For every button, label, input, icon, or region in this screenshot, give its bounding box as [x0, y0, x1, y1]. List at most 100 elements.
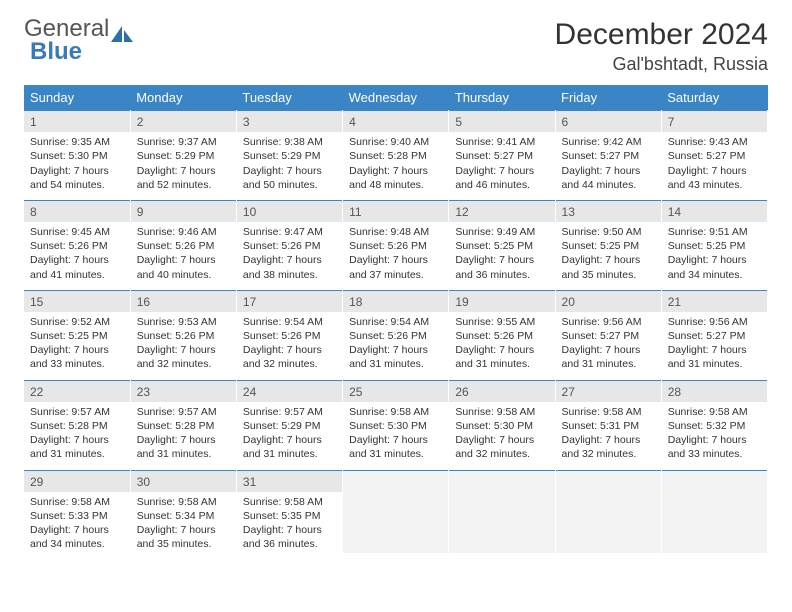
- calendar-day-cell: 29Sunrise: 9:58 AMSunset: 5:33 PMDayligh…: [24, 470, 130, 560]
- day-number: 10: [237, 200, 342, 222]
- day-content: Sunrise: 9:42 AMSunset: 5:27 PMDaylight:…: [556, 132, 661, 200]
- calendar-day-cell: 30Sunrise: 9:58 AMSunset: 5:34 PMDayligh…: [130, 470, 236, 560]
- day-content: Sunrise: 9:40 AMSunset: 5:28 PMDaylight:…: [343, 132, 448, 200]
- day-content: Sunrise: 9:58 AMSunset: 5:31 PMDaylight:…: [556, 402, 661, 470]
- brand-logo: General Blue: [24, 18, 133, 40]
- daylight-text: Daylight: 7 hours and 40 minutes.: [137, 253, 230, 281]
- calendar-day-cell: 20Sunrise: 9:56 AMSunset: 5:27 PMDayligh…: [555, 290, 661, 380]
- calendar-header-row: SundayMondayTuesdayWednesdayThursdayFrid…: [24, 85, 768, 110]
- day-content: Sunrise: 9:54 AMSunset: 5:26 PMDaylight:…: [343, 312, 448, 380]
- sunrise-text: Sunrise: 9:58 AM: [137, 495, 230, 509]
- day-content: Sunrise: 9:55 AMSunset: 5:26 PMDaylight:…: [449, 312, 554, 380]
- daylight-text: Daylight: 7 hours and 35 minutes.: [562, 253, 655, 281]
- calendar-day-cell: 13Sunrise: 9:50 AMSunset: 5:25 PMDayligh…: [555, 200, 661, 290]
- sunrise-text: Sunrise: 9:41 AM: [455, 135, 548, 149]
- sunset-text: Sunset: 5:31 PM: [562, 419, 655, 433]
- calendar-day-cell: 27Sunrise: 9:58 AMSunset: 5:31 PMDayligh…: [555, 380, 661, 470]
- day-content: Sunrise: 9:37 AMSunset: 5:29 PMDaylight:…: [131, 132, 236, 200]
- day-content: Sunrise: 9:58 AMSunset: 5:30 PMDaylight:…: [343, 402, 448, 470]
- sunrise-text: Sunrise: 9:46 AM: [137, 225, 230, 239]
- daylight-text: Daylight: 7 hours and 35 minutes.: [137, 523, 230, 551]
- daylight-text: Daylight: 7 hours and 34 minutes.: [668, 253, 761, 281]
- calendar-day-cell: 11Sunrise: 9:48 AMSunset: 5:26 PMDayligh…: [343, 200, 449, 290]
- sunset-text: Sunset: 5:25 PM: [668, 239, 761, 253]
- calendar-day-cell: 5Sunrise: 9:41 AMSunset: 5:27 PMDaylight…: [449, 110, 555, 200]
- daylight-text: Daylight: 7 hours and 38 minutes.: [243, 253, 336, 281]
- calendar-day-cell: [661, 470, 767, 560]
- day-content: Sunrise: 9:58 AMSunset: 5:30 PMDaylight:…: [449, 402, 554, 470]
- day-content: Sunrise: 9:51 AMSunset: 5:25 PMDaylight:…: [662, 222, 767, 290]
- calendar-day-cell: 17Sunrise: 9:54 AMSunset: 5:26 PMDayligh…: [236, 290, 342, 380]
- calendar-week-row: 15Sunrise: 9:52 AMSunset: 5:25 PMDayligh…: [24, 290, 768, 380]
- daylight-text: Daylight: 7 hours and 31 minutes.: [137, 433, 230, 461]
- sunset-text: Sunset: 5:30 PM: [455, 419, 548, 433]
- daylight-text: Daylight: 7 hours and 36 minutes.: [455, 253, 548, 281]
- sunset-text: Sunset: 5:27 PM: [562, 149, 655, 163]
- day-number: 23: [131, 380, 236, 402]
- calendar-day-cell: 22Sunrise: 9:57 AMSunset: 5:28 PMDayligh…: [24, 380, 130, 470]
- brand-text: General: [24, 18, 109, 40]
- day-content: Sunrise: 9:41 AMSunset: 5:27 PMDaylight:…: [449, 132, 554, 200]
- daylight-text: Daylight: 7 hours and 33 minutes.: [668, 433, 761, 461]
- day-content: Sunrise: 9:57 AMSunset: 5:28 PMDaylight:…: [131, 402, 236, 470]
- sunset-text: Sunset: 5:26 PM: [137, 239, 230, 253]
- day-content: Sunrise: 9:47 AMSunset: 5:26 PMDaylight:…: [237, 222, 342, 290]
- sunset-text: Sunset: 5:34 PM: [137, 509, 230, 523]
- sunrise-text: Sunrise: 9:51 AM: [668, 225, 761, 239]
- day-number: 22: [24, 380, 130, 402]
- daylight-text: Daylight: 7 hours and 33 minutes.: [30, 343, 124, 371]
- sunset-text: Sunset: 5:27 PM: [562, 329, 655, 343]
- day-number: 27: [556, 380, 661, 402]
- day-number: 11: [343, 200, 448, 222]
- sunset-text: Sunset: 5:27 PM: [668, 329, 761, 343]
- day-header: Sunday: [24, 85, 130, 110]
- daylight-text: Daylight: 7 hours and 32 minutes.: [243, 343, 336, 371]
- day-content: Sunrise: 9:35 AMSunset: 5:30 PMDaylight:…: [24, 132, 130, 200]
- daylight-text: Daylight: 7 hours and 31 minutes.: [562, 343, 655, 371]
- calendar-day-cell: 3Sunrise: 9:38 AMSunset: 5:29 PMDaylight…: [236, 110, 342, 200]
- day-content: Sunrise: 9:45 AMSunset: 5:26 PMDaylight:…: [24, 222, 130, 290]
- day-number: 9: [131, 200, 236, 222]
- calendar-day-cell: 23Sunrise: 9:57 AMSunset: 5:28 PMDayligh…: [130, 380, 236, 470]
- sunset-text: Sunset: 5:33 PM: [30, 509, 124, 523]
- day-number: 15: [24, 290, 130, 312]
- sunrise-text: Sunrise: 9:54 AM: [243, 315, 336, 329]
- calendar-day-cell: 4Sunrise: 9:40 AMSunset: 5:28 PMDaylight…: [343, 110, 449, 200]
- day-number: 13: [556, 200, 661, 222]
- sunrise-text: Sunrise: 9:58 AM: [243, 495, 336, 509]
- calendar-day-cell: [555, 470, 661, 560]
- title-block: December 2024 Gal'bshtadt, Russia: [555, 18, 768, 75]
- daylight-text: Daylight: 7 hours and 43 minutes.: [668, 164, 761, 192]
- day-content-empty: [343, 491, 448, 553]
- day-content: Sunrise: 9:46 AMSunset: 5:26 PMDaylight:…: [131, 222, 236, 290]
- day-header: Tuesday: [236, 85, 342, 110]
- sunset-text: Sunset: 5:25 PM: [30, 329, 124, 343]
- calendar-table: SundayMondayTuesdayWednesdayThursdayFrid…: [24, 85, 768, 559]
- sunrise-text: Sunrise: 9:54 AM: [349, 315, 442, 329]
- calendar-day-cell: 26Sunrise: 9:58 AMSunset: 5:30 PMDayligh…: [449, 380, 555, 470]
- daylight-text: Daylight: 7 hours and 31 minutes.: [349, 433, 442, 461]
- sunrise-text: Sunrise: 9:40 AM: [349, 135, 442, 149]
- calendar-day-cell: [449, 470, 555, 560]
- daylight-text: Daylight: 7 hours and 36 minutes.: [243, 523, 336, 551]
- location-subtitle: Gal'bshtadt, Russia: [555, 54, 768, 75]
- day-number: 25: [343, 380, 448, 402]
- day-number: 16: [131, 290, 236, 312]
- day-number-empty: [556, 470, 661, 491]
- day-content: Sunrise: 9:49 AMSunset: 5:25 PMDaylight:…: [449, 222, 554, 290]
- calendar-day-cell: 31Sunrise: 9:58 AMSunset: 5:35 PMDayligh…: [236, 470, 342, 560]
- calendar-day-cell: 18Sunrise: 9:54 AMSunset: 5:26 PMDayligh…: [343, 290, 449, 380]
- day-content: Sunrise: 9:58 AMSunset: 5:33 PMDaylight:…: [24, 492, 130, 560]
- sunset-text: Sunset: 5:29 PM: [137, 149, 230, 163]
- daylight-text: Daylight: 7 hours and 31 minutes.: [349, 343, 442, 371]
- day-number: 4: [343, 110, 448, 132]
- sunrise-text: Sunrise: 9:58 AM: [349, 405, 442, 419]
- day-number: 20: [556, 290, 661, 312]
- sunrise-text: Sunrise: 9:48 AM: [349, 225, 442, 239]
- day-header: Saturday: [661, 85, 767, 110]
- day-number: 18: [343, 290, 448, 312]
- day-content-empty: [662, 491, 767, 553]
- day-content: Sunrise: 9:54 AMSunset: 5:26 PMDaylight:…: [237, 312, 342, 380]
- sunrise-text: Sunrise: 9:37 AM: [137, 135, 230, 149]
- calendar-day-cell: 14Sunrise: 9:51 AMSunset: 5:25 PMDayligh…: [661, 200, 767, 290]
